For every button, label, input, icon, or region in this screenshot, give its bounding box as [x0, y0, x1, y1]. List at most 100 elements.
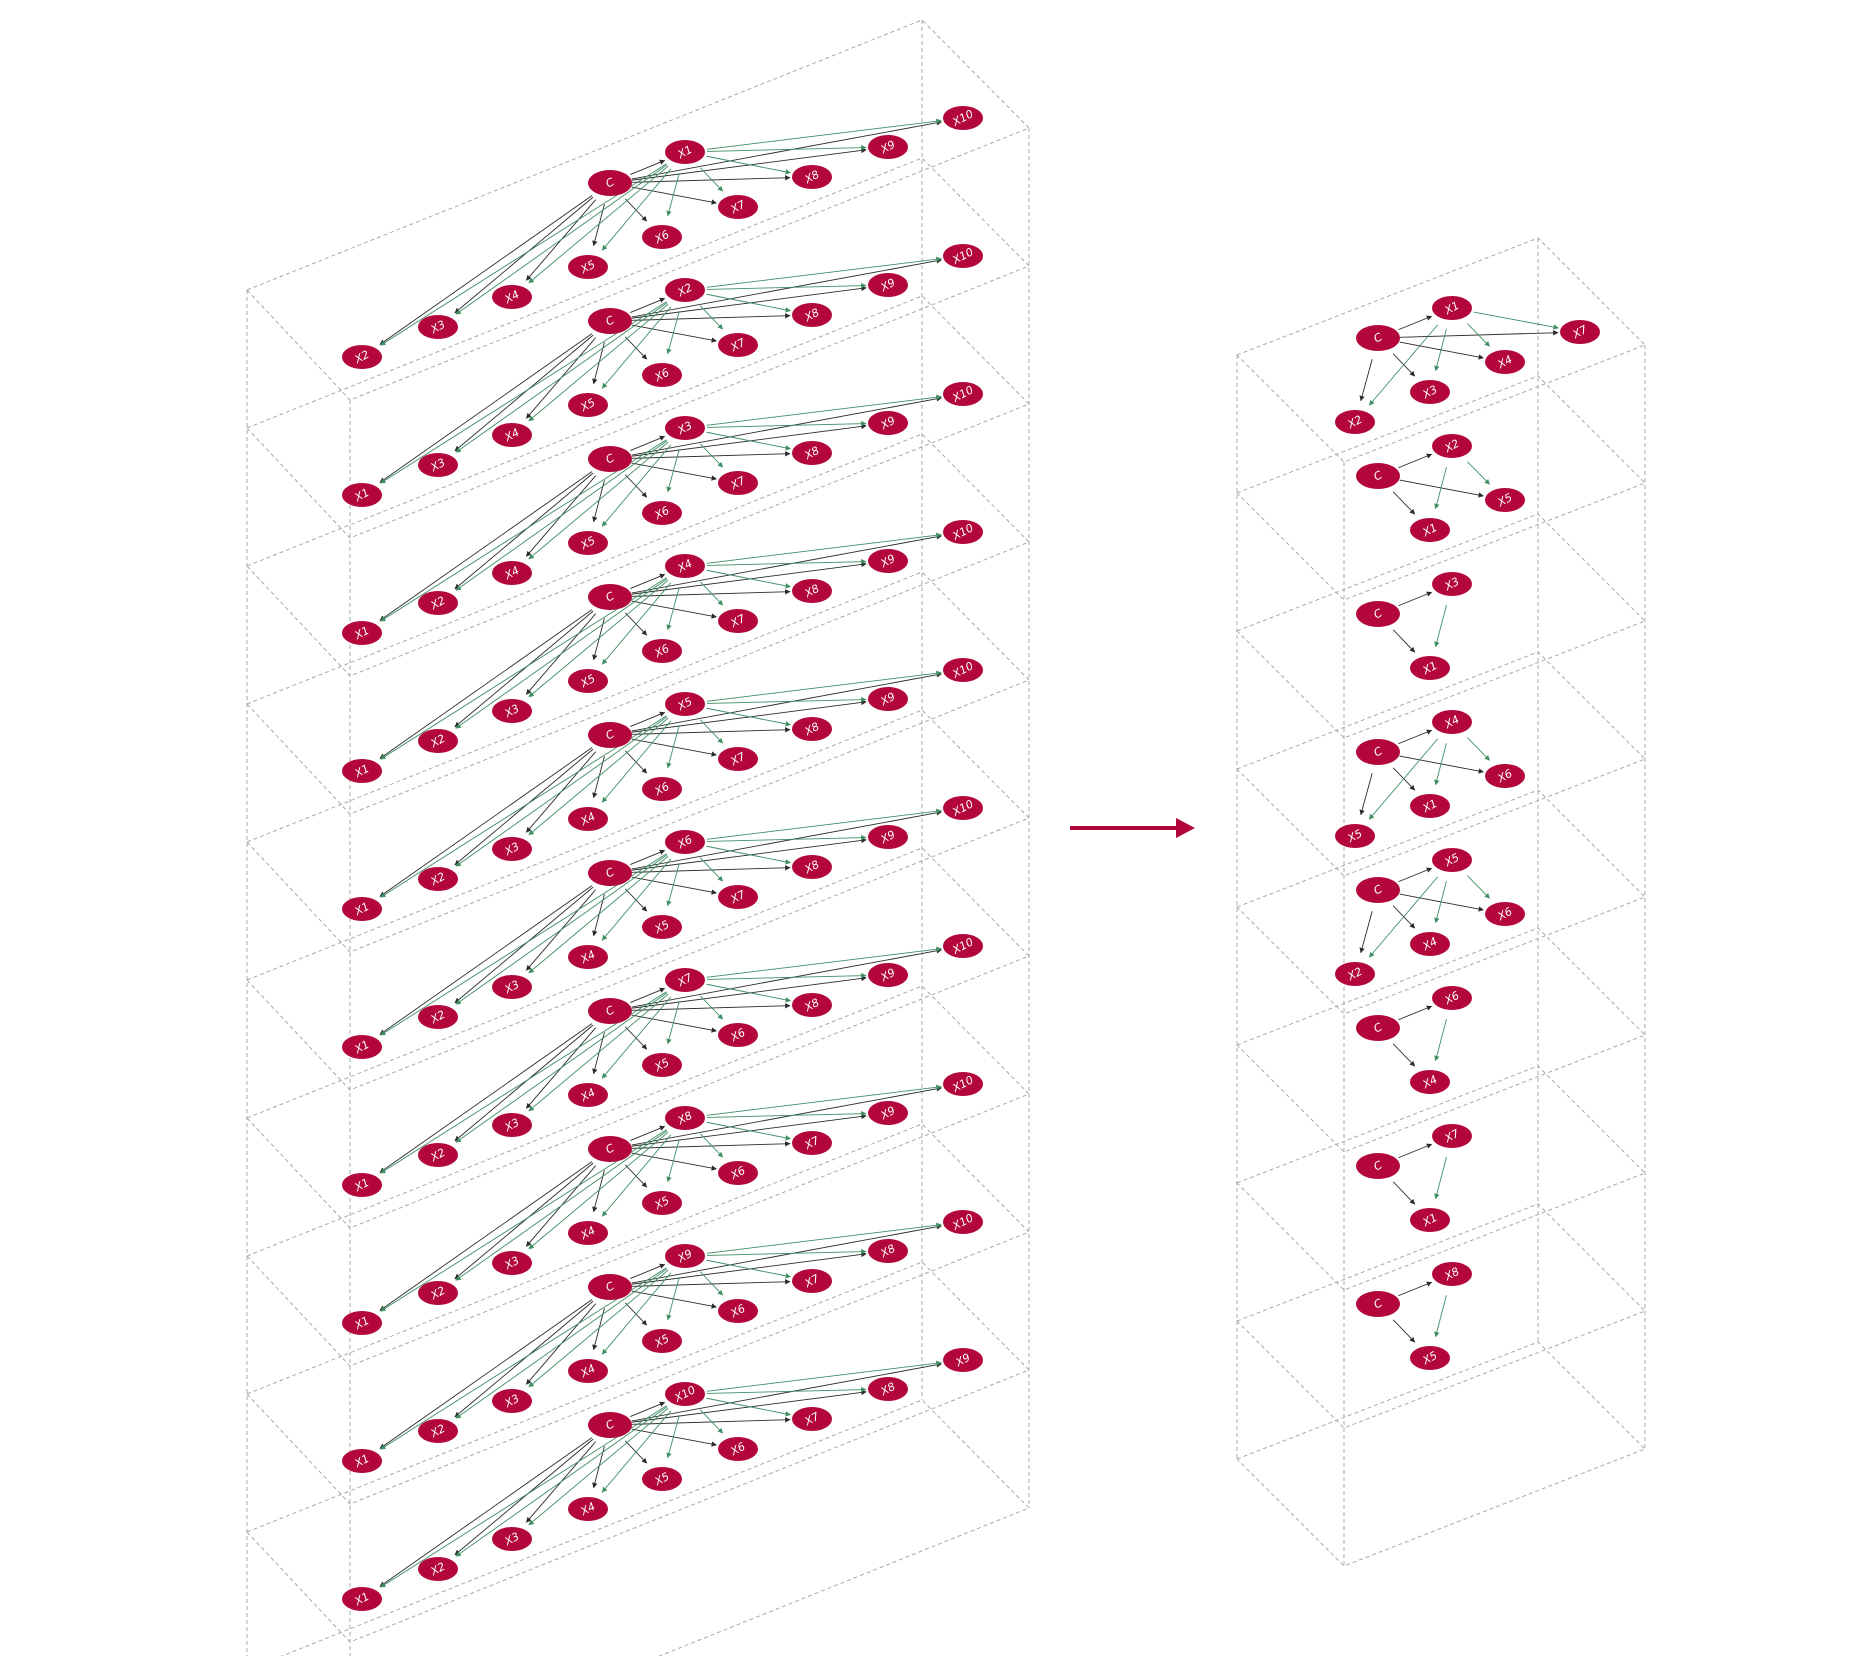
node-x3: X3 — [492, 1113, 532, 1137]
node-label: X7 — [675, 971, 695, 990]
node-x5: X5 — [642, 915, 682, 939]
node-x1: X1 — [342, 897, 382, 921]
edge-c-to-x2 — [379, 195, 593, 345]
edge-top-to-x5 — [666, 1277, 680, 1321]
node-label: X9 — [878, 138, 898, 157]
edge-c-to-top — [630, 987, 666, 1004]
node-label: X4 — [578, 1086, 598, 1105]
right-stack-frame — [1236, 237, 1646, 1567]
node-x7: X7 — [718, 885, 758, 909]
node-x1: X1 — [342, 1035, 382, 1059]
node-x9: X9 — [868, 411, 908, 435]
edge-top-to-x10 — [706, 1222, 942, 1254]
node-label: X4 — [1420, 1073, 1440, 1092]
edge-c-to-x6 — [1398, 1005, 1433, 1021]
node-x2: X2 — [418, 1419, 458, 1443]
node-label: X4 — [578, 1224, 598, 1243]
node-label: X3 — [1442, 575, 1462, 594]
edge-top-to-x6 — [666, 449, 680, 493]
left-layer-8: C X8 X10 X9 X7 X6 X5 X4 X3 X2 X1 — [342, 1072, 983, 1335]
node-label: X6 — [1495, 767, 1515, 786]
node-label: X4 — [1420, 935, 1440, 954]
edge-top-to-x4 — [601, 1134, 672, 1217]
edge-c-to-x1 — [1392, 1181, 1416, 1205]
edge-top-to-x5 — [666, 1001, 680, 1045]
edge-top-to-x8 — [706, 983, 791, 1003]
node-x2: X2 — [418, 867, 458, 891]
edge-c-to-top — [630, 1401, 666, 1418]
node-x1: X1 — [665, 140, 705, 164]
node-label: X6 — [652, 642, 672, 661]
edge-c-to-x10 — [631, 534, 942, 594]
node-x5: X5 — [642, 1467, 682, 1491]
node-x1: X1 — [1410, 1208, 1450, 1232]
node-x7: X7 — [718, 471, 758, 495]
node-c: C — [1356, 739, 1400, 765]
edge-top-to-x9 — [706, 558, 867, 566]
node-label: X7 — [728, 750, 748, 769]
edge-top-to-x4 — [528, 165, 669, 284]
edge-c-to-x8 — [631, 589, 791, 597]
right-layer-6: C X6 X4 — [1356, 986, 1472, 1094]
node-x10: X10 — [943, 934, 983, 958]
edge-top-to-x5 — [601, 444, 672, 527]
edge-c-to-x5 — [592, 204, 605, 247]
edge-top-to-x3 — [528, 1131, 669, 1250]
node-x7: X7 — [718, 747, 758, 771]
edge-top-to-x6 — [666, 173, 680, 217]
edge-c-to-top — [630, 297, 666, 314]
edge-top-to-x8 — [706, 1386, 867, 1394]
edge-c-to-x8 — [631, 727, 791, 735]
edge-c-to-top — [630, 573, 666, 590]
node-label: X1 — [352, 1452, 372, 1471]
node-x5: X5 — [568, 255, 608, 279]
node-label: X4 — [502, 288, 522, 307]
edge-c-to-x1 — [379, 885, 593, 1035]
edge-top-to-x3 — [455, 302, 668, 453]
node-label: X4 — [578, 948, 598, 967]
edge-top-to-x6 — [666, 725, 680, 769]
edge-x6-to-x4 — [1434, 1019, 1447, 1062]
node-x3: X3 — [492, 699, 532, 723]
node-x10: X10 — [665, 1382, 705, 1406]
edge-c-to-x2 — [1359, 911, 1373, 954]
left-layer-10: C X10 X9 X8 X7 X6 X5 X4 X3 X2 X1 — [342, 1348, 983, 1611]
edge-top-to-x10 — [706, 118, 942, 150]
left-layer-5: C X5 X10 X9 X8 X7 X6 X4 X3 X2 X1 — [342, 658, 983, 921]
node-label: X6 — [1442, 989, 1462, 1008]
node-label: X4 — [502, 564, 522, 583]
node-x4: X4 — [492, 561, 532, 585]
edge-top-to-x7 — [699, 857, 724, 882]
edge-top-to-x5 — [601, 306, 672, 389]
right-layer-7: C X7 X1 — [1356, 1124, 1472, 1232]
node-x10: X10 — [943, 520, 983, 544]
edge-x1-to-x2 — [1368, 324, 1439, 406]
node-c: C — [588, 1136, 632, 1162]
node-label: X1 — [1420, 659, 1440, 678]
node-label: X9 — [878, 552, 898, 571]
node-x2: X2 — [342, 345, 382, 369]
left-layer-9: C X9 X10 X8 X7 X6 X5 X4 X3 X2 X1 — [342, 1210, 983, 1473]
edge-c-to-x8 — [631, 865, 791, 873]
left-stack-frame — [246, 19, 1030, 1656]
layer-plane — [246, 985, 1030, 1367]
node-x4: X4 — [568, 1359, 608, 1383]
node-x1: X1 — [342, 1311, 382, 1335]
node-label: X8 — [802, 858, 822, 877]
edge-top-to-x6 — [699, 1133, 724, 1158]
node-x4: X4 — [492, 423, 532, 447]
edge-top-to-x4 — [601, 720, 672, 803]
node-x4: X4 — [568, 945, 608, 969]
node-label: X5 — [652, 918, 672, 937]
layer-plane — [1236, 1203, 1646, 1429]
node-label: X1 — [1420, 1211, 1440, 1230]
edge-c-to-x4 — [1399, 341, 1484, 360]
edge-x5-to-x2 — [1368, 876, 1439, 958]
left-layer-3: C X3 X10 X9 X8 X7 X6 X5 X4 X2 X1 — [342, 382, 983, 645]
node-x10: X10 — [943, 244, 983, 268]
edge-top-to-x7 — [699, 443, 724, 468]
node-label: X3 — [502, 1392, 522, 1411]
node-x4: X4 — [1485, 350, 1525, 374]
edge-c-to-x1 — [379, 1023, 593, 1173]
node-x5: X5 — [568, 669, 608, 693]
